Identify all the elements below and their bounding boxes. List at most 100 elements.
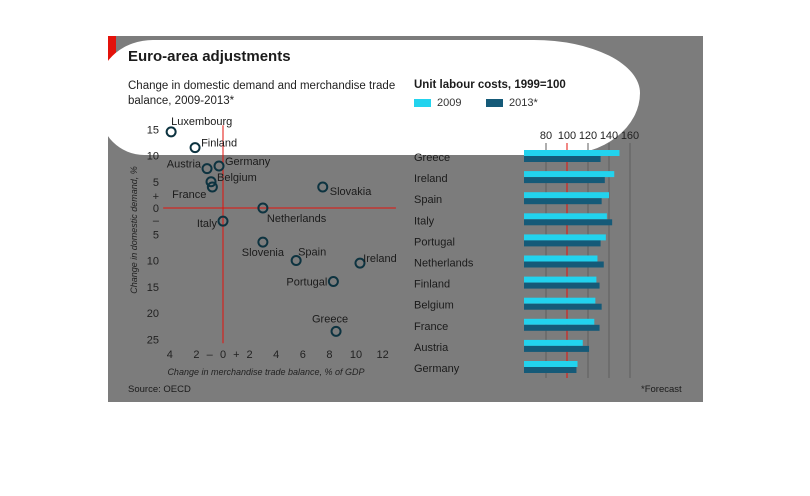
highlight-overlay-right (400, 62, 610, 122)
bar-chart-title: Unit labour costs, 1999=100 (414, 79, 566, 91)
scatter-point (354, 257, 366, 269)
chart-title: Euro-area adjustments (128, 48, 291, 65)
x-tick-label: 12 (376, 349, 388, 361)
bar-x-tick-label: 160 (621, 130, 639, 142)
scatter-point (201, 163, 213, 175)
point-label: Portugal (286, 277, 327, 289)
y-tick-label: 15 (147, 124, 159, 136)
bar-2009 (524, 213, 607, 220)
bar-category-label: Ireland (414, 173, 448, 185)
point-label: Belgium (217, 172, 257, 184)
legend-label-2009: 2009 (437, 97, 462, 109)
bar-category-label: Germany (414, 363, 460, 375)
bar-category-label: Finland (414, 279, 450, 291)
bar-category-label: Belgium (414, 300, 454, 312)
bar-2013 (524, 198, 602, 205)
point-label: Ireland (363, 253, 397, 265)
bar-category-label: Austria (414, 342, 449, 354)
x-tick-label: 2 (193, 349, 199, 361)
y-tick-label: 10 (147, 151, 159, 163)
forecast-note: *Forecast (641, 384, 682, 395)
bar-2009 (524, 361, 578, 367)
brand-corner-mark (108, 36, 116, 61)
bar-2013 (524, 219, 613, 226)
x-tick-label: 6 (300, 349, 306, 361)
bar-x-tick-label: 100 (558, 130, 576, 142)
point-label: Greece (312, 313, 348, 325)
legend-item-2013: 2013* (486, 97, 538, 109)
y-tick-label: 15 (147, 282, 159, 294)
scatter-point (290, 255, 302, 266)
bar-2009 (524, 171, 615, 178)
bar-2013 (524, 156, 601, 162)
y-tick-label: + (153, 191, 159, 203)
x-tick-label: 0 (220, 349, 226, 361)
scatter-point (205, 176, 217, 188)
bar-2009 (524, 150, 620, 156)
bar-2013 (524, 261, 604, 268)
point-label: Austria (167, 159, 202, 171)
scatter-point (257, 202, 269, 214)
point-label: Finland (201, 138, 237, 150)
legend-swatch-2013 (486, 99, 503, 108)
bar-2009 (524, 234, 606, 241)
bar-category-label: Portugal (414, 236, 455, 248)
bar-2009 (524, 318, 595, 325)
bar-2013 (524, 240, 601, 247)
scatter-point (217, 215, 229, 227)
scatter-point (165, 126, 177, 138)
point-label: Netherlands (267, 213, 327, 225)
point-label: Spain (298, 247, 326, 259)
point-label: Slovakia (330, 186, 372, 198)
scatter-point (330, 325, 342, 337)
x-tick-label: 10 (350, 349, 362, 361)
point-label: Luxembourg (171, 116, 232, 128)
bar-category-label: France (414, 321, 448, 333)
source-note: Source: OECD (128, 384, 191, 395)
legend-label-2013: 2013* (509, 97, 538, 109)
bar-2013 (524, 177, 605, 184)
bar-2013 (524, 324, 600, 331)
bar-category-label: Netherlands (414, 258, 474, 270)
y-tick-label: 5 (153, 229, 159, 241)
y-tick-label: 25 (147, 334, 159, 346)
y-tick-label: – (153, 215, 160, 227)
bar-category-label: Spain (414, 194, 442, 206)
bar-2009 (524, 297, 596, 304)
y-axis-label: Change in domestic demand, % (129, 166, 139, 294)
point-label: Slovenia (242, 247, 285, 259)
scatter-title: Change in domestic demand and merchandis… (128, 80, 396, 107)
bar-2009 (524, 339, 583, 346)
bar-2013 (524, 367, 577, 373)
x-axis-label: Change in merchandise trade balance, % o… (167, 367, 364, 377)
point-label: Germany (225, 156, 271, 168)
y-tick-label: 0 (153, 203, 159, 215)
point-label: Italy (197, 218, 218, 230)
scatter-point (257, 236, 269, 248)
legend-item-2009: 2009 (414, 97, 461, 109)
scatter-point (189, 142, 201, 154)
x-tick-label: 8 (326, 349, 332, 361)
y-tick-label: 5 (153, 177, 159, 189)
bar-x-tick-label: 140 (600, 130, 618, 142)
bar-2013 (524, 345, 590, 352)
bar-x-tick-label: 120 (579, 130, 597, 142)
y-tick-label: 20 (147, 308, 159, 320)
y-tick-label: 10 (147, 256, 159, 268)
scatter-point (206, 181, 218, 193)
bar-category-label: Italy (414, 215, 435, 227)
bar-2009 (524, 192, 609, 199)
bar-2013 (524, 282, 600, 289)
x-tick-label: 4 (273, 349, 279, 361)
legend-swatch-2009 (414, 99, 431, 108)
bar-category-label: Greece (414, 152, 450, 164)
x-tick-label: + (233, 349, 239, 361)
bar-2013 (524, 303, 602, 310)
x-tick-label: 2 (247, 349, 253, 361)
point-label: France (172, 189, 206, 201)
scatter-point (327, 276, 339, 287)
scatter-point (317, 181, 329, 193)
bar-x-tick-label: 80 (540, 130, 552, 142)
scatter-point (213, 160, 225, 172)
